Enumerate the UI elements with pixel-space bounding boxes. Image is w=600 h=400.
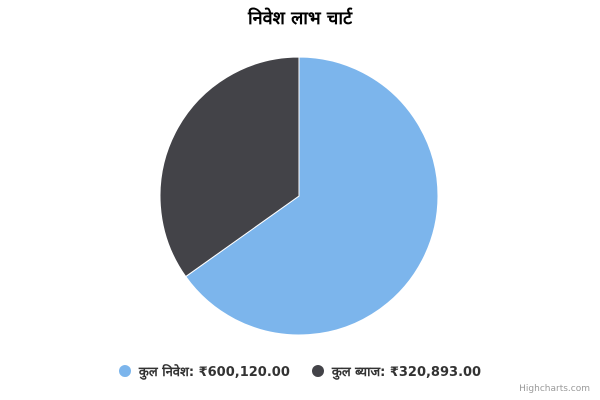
legend-marker-interest: [311, 365, 324, 377]
legend-marker-investment: [118, 365, 131, 377]
pie-slice-investment[interactable]: [185, 56, 439, 336]
pie-slice-interest[interactable]: [159, 56, 300, 278]
legend-label-interest: कुल ब्याज: ₹320,893.00: [331, 365, 482, 380]
legend: कुल निवेश: ₹600,120.00 कुल ब्याज: ₹320,8…: [0, 362, 600, 380]
pie-slices: [159, 56, 439, 336]
legend-item-interest[interactable]: कुल ब्याज: ₹320,893.00: [311, 362, 482, 380]
credits-link[interactable]: Highcharts.com: [519, 384, 590, 394]
legend-item-investment[interactable]: कुल निवेश: ₹600,120.00: [118, 362, 290, 380]
legend-label-investment: कुल निवेश: ₹600,120.00: [138, 365, 290, 380]
chart-title: निवेश लाभ चार्ट: [247, 8, 353, 29]
